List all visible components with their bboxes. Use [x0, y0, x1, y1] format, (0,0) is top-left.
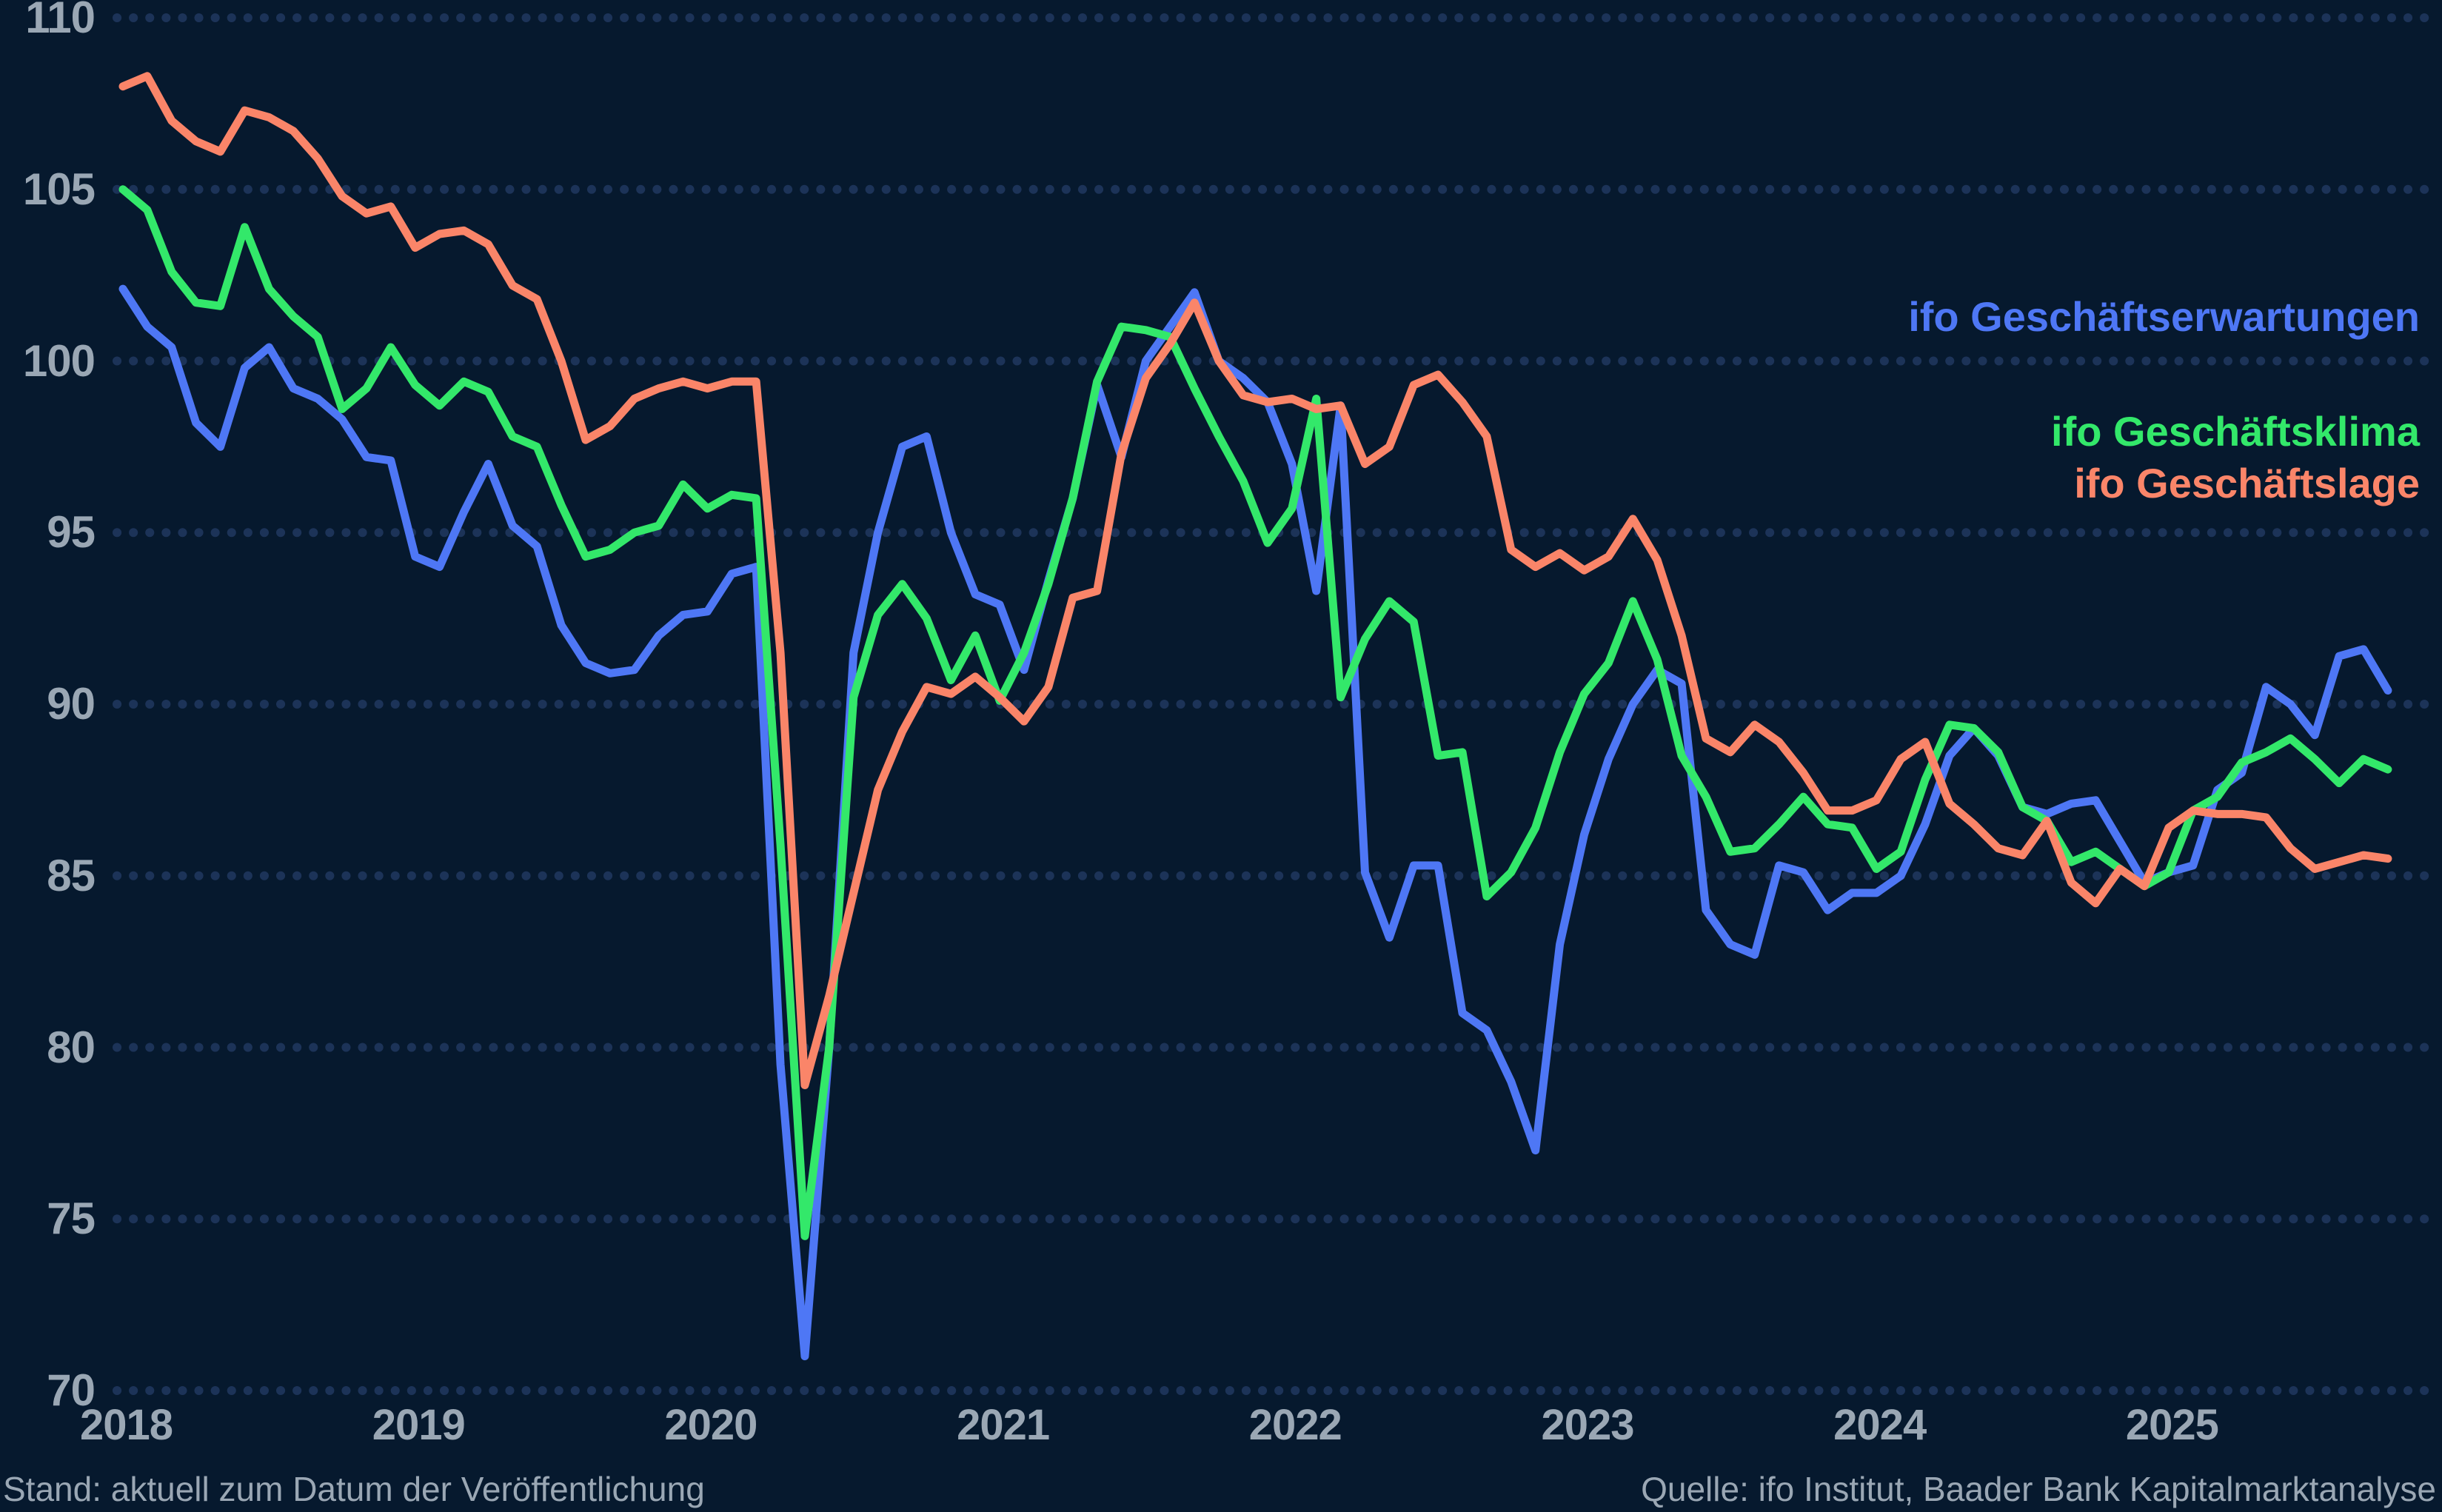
- x-tick-label: 2018: [80, 1401, 173, 1449]
- y-tick-label: 70: [47, 1365, 96, 1415]
- data-series-group: [118, 72, 2392, 1361]
- x-tick-label: 2019: [372, 1401, 466, 1449]
- series-line-3: [118, 72, 2392, 1089]
- x-tick-label: 2022: [1248, 1401, 1342, 1449]
- x-tick-label: 2023: [1541, 1401, 1634, 1449]
- x-tick-label: 2021: [957, 1401, 1050, 1449]
- y-tick-label: 100: [22, 335, 96, 386]
- y-tick-label: 75: [47, 1194, 96, 1244]
- y-tick-label: 105: [22, 164, 96, 214]
- legend-item-1: ifo Geschäftserwartungen: [1908, 293, 2420, 340]
- gridlines: [113, 13, 2441, 1395]
- legend-item-2: ifo Geschäftsklima: [2051, 408, 2420, 455]
- footnote-quelle: Quelle: ifo Institut, Baader Bank Kapita…: [1641, 1470, 2436, 1508]
- footnote-stand: Stand: aktuell zum Datum der Veröffentli…: [3, 1470, 705, 1508]
- x-tick-label: 2020: [664, 1401, 757, 1449]
- y-tick-label: 110: [25, 0, 96, 42]
- y-tick-label: 90: [47, 679, 96, 729]
- series-line-2: [118, 185, 2392, 1240]
- y-tick-label: 85: [47, 850, 96, 900]
- legend-item-3: ifo Geschäftslage: [2074, 460, 2420, 506]
- x-tick-label: 2024: [1833, 1401, 1927, 1449]
- y-tick-label: 95: [47, 507, 96, 558]
- y-tick-label: 80: [47, 1022, 96, 1072]
- x-tick-label: 2025: [2125, 1401, 2219, 1449]
